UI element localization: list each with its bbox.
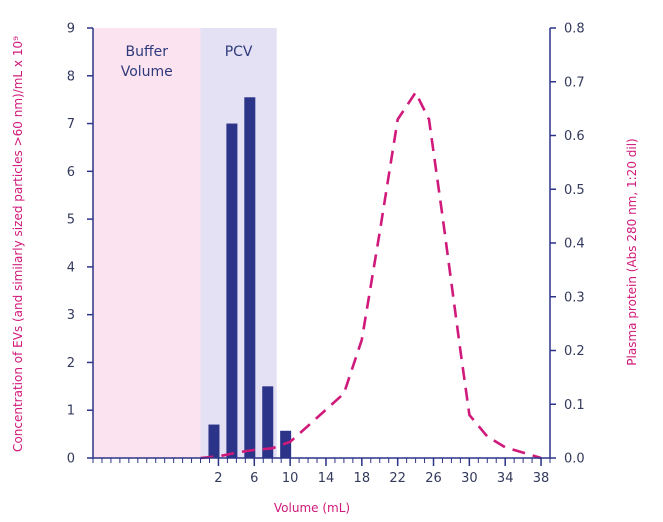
x-tick-label: 10 xyxy=(282,471,299,486)
bar-0 xyxy=(208,424,220,458)
right-tick-label: 0.3 xyxy=(564,290,585,305)
protein-line xyxy=(200,89,542,460)
right-tick-label: 0.4 xyxy=(564,237,585,252)
region-buffer-volume xyxy=(93,28,201,458)
right-tick-label: 0.8 xyxy=(564,22,585,37)
left-axis-title: Concentration of EVs (and similarly size… xyxy=(11,36,25,452)
bar-3 xyxy=(262,386,274,458)
x-tick-label: 30 xyxy=(461,471,478,486)
right-tick-label: 0.0 xyxy=(564,452,585,467)
x-tick-label: 6 xyxy=(250,471,258,486)
left-tick-label: 3 xyxy=(67,308,75,323)
left-tick-label: 4 xyxy=(67,260,75,275)
left-tick-label: 0 xyxy=(67,452,75,467)
right-tick-label: 0.1 xyxy=(564,398,585,413)
left-tick-label: 9 xyxy=(67,22,75,37)
labels-layer: Volume (mL) Concentration of EVs (and si… xyxy=(11,36,639,515)
region-label-buffer-volume: Volume xyxy=(121,64,173,80)
left-tick-label: 1 xyxy=(67,404,75,419)
x-tick-label: 18 xyxy=(354,471,371,486)
right-tick-label: 0.6 xyxy=(564,129,585,144)
x-axis-title: Volume (mL) xyxy=(274,501,350,515)
left-tick-label: 2 xyxy=(67,356,75,371)
regions-layer: Buffer Volume PCV xyxy=(93,28,277,458)
left-tick-label: 8 xyxy=(67,69,75,84)
x-tick-label: 38 xyxy=(533,471,550,486)
x-tick-label: 34 xyxy=(497,471,514,486)
left-tick-label: 6 xyxy=(67,165,75,180)
right-tick-label: 0.7 xyxy=(564,75,585,90)
right-tick-label: 0.5 xyxy=(564,183,585,198)
x-tick-label: 14 xyxy=(318,471,335,486)
bar-1 xyxy=(226,123,238,459)
x-tick-label: 22 xyxy=(389,471,406,486)
region-label-buffer-volume: Buffer xyxy=(126,44,169,60)
x-tick-label: 26 xyxy=(425,471,442,486)
left-tick-label: 7 xyxy=(67,117,75,132)
right-axis-title: Plasma protein (Abs 280 nm, 1:20 dil) xyxy=(625,138,639,365)
right-tick-label: 0.2 xyxy=(564,344,585,359)
region-label-pcv: PCV xyxy=(225,44,253,60)
bar-2 xyxy=(244,97,256,459)
x-tick-label: 2 xyxy=(214,471,222,486)
left-tick-label: 5 xyxy=(67,213,75,228)
protein-line-layer xyxy=(200,89,542,460)
